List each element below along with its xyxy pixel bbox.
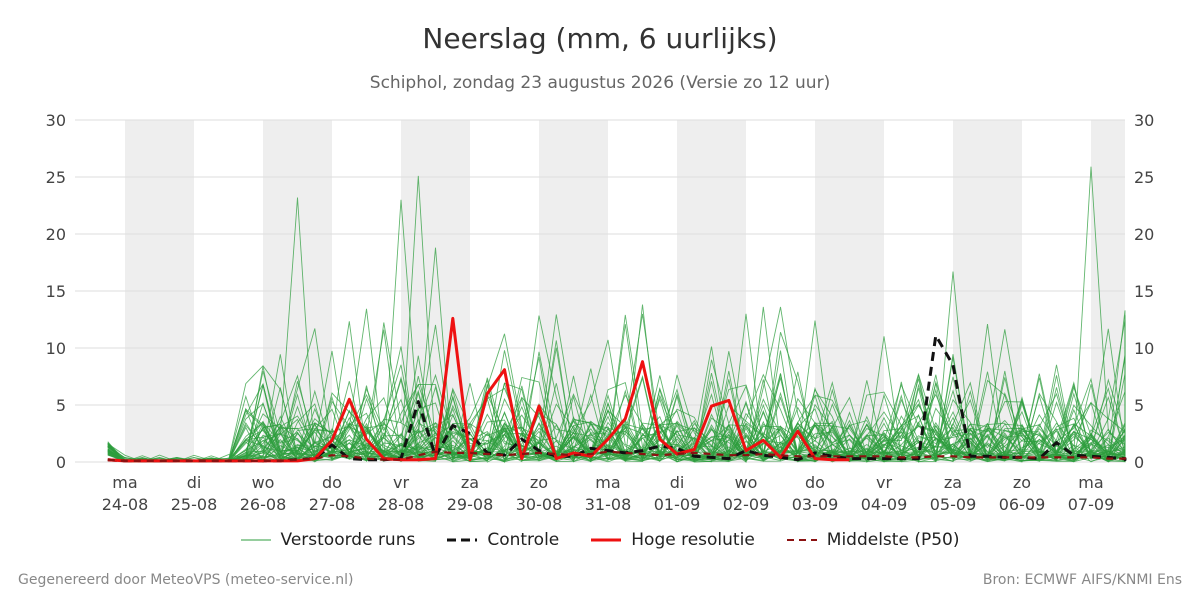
y-tick-label-right: 5 xyxy=(1134,396,1144,415)
x-tick-day: di xyxy=(187,473,202,492)
x-tick-date: 03-09 xyxy=(792,495,839,514)
x-tick-date: 24-08 xyxy=(102,495,149,514)
x-tick-date: 05-09 xyxy=(930,495,977,514)
x-tick-date: 04-09 xyxy=(861,495,908,514)
ensemble-member-line xyxy=(107,310,1126,463)
x-tick-day: za xyxy=(944,473,962,492)
x-tick-day: do xyxy=(805,473,825,492)
legend-label-perturbed: Verstoorde runs xyxy=(280,530,416,550)
legend-label-hires: Hoge resolutie xyxy=(631,530,755,550)
x-tick-day: ma xyxy=(112,473,137,492)
legend-swatch-perturbed xyxy=(240,539,271,541)
legend-swatch-p50 xyxy=(786,539,817,541)
x-tick-day: zo xyxy=(530,473,548,492)
x-tick-date: 07-09 xyxy=(1068,495,1115,514)
y-tick-label-left: 0 xyxy=(56,453,66,472)
x-tick-date: 30-08 xyxy=(516,495,563,514)
x-tick-date: 27-08 xyxy=(309,495,356,514)
x-tick-day: vr xyxy=(876,473,892,492)
y-tick-label-left: 15 xyxy=(46,282,66,301)
x-tick-day: di xyxy=(670,473,685,492)
legend-swatch-hires xyxy=(591,538,622,542)
p50-line xyxy=(107,450,1127,462)
x-tick-day: do xyxy=(322,473,342,492)
y-tick-label-left: 10 xyxy=(46,339,66,358)
legend-swatch-control xyxy=(447,538,478,542)
control-line xyxy=(107,334,1127,463)
y-tick-label-left: 5 xyxy=(56,396,66,415)
legend-item-control[interactable]: Controle xyxy=(447,530,559,550)
y-tick-label-right: 15 xyxy=(1134,282,1154,301)
y-tick-label-right: 20 xyxy=(1134,225,1154,244)
x-tick-date: 01-09 xyxy=(654,495,701,514)
footer-generated-by: Gegenereerd door MeteoVPS (meteo-service… xyxy=(18,572,354,588)
y-tick-label-right: 10 xyxy=(1134,339,1154,358)
chart-legend: Verstoorde runs Controle Hoge resolutie … xyxy=(0,530,1200,550)
x-tick-day: zo xyxy=(1013,473,1031,492)
x-tick-date: 25-08 xyxy=(171,495,218,514)
x-tick-date: 31-08 xyxy=(585,495,632,514)
footer-source: Bron: ECMWF AIFS/KNMI Ens xyxy=(982,572,1182,588)
x-tick-date: 06-09 xyxy=(999,495,1046,514)
legend-label-p50: Middelste (P50) xyxy=(826,530,960,550)
y-tick-label-right: 0 xyxy=(1134,453,1144,472)
y-tick-label-right: 30 xyxy=(1134,111,1154,130)
x-tick-day: wo xyxy=(735,473,758,492)
x-tick-day: wo xyxy=(252,473,275,492)
x-tick-date: 26-08 xyxy=(240,495,287,514)
y-tick-label-left: 25 xyxy=(46,168,66,187)
legend-item-p50[interactable]: Middelste (P50) xyxy=(786,530,960,550)
legend-label-control: Controle xyxy=(487,530,560,550)
ensemble-member-line xyxy=(107,357,1126,463)
x-tick-date: 02-09 xyxy=(723,495,770,514)
x-tick-day: ma xyxy=(595,473,620,492)
chart-subtitle: Schiphol, zondag 23 augustus 2026 (Versi… xyxy=(369,73,831,93)
x-tick-date: 28-08 xyxy=(378,495,425,514)
y-tick-label-left: 30 xyxy=(46,111,66,130)
chart-title: Neerslag (mm, 6 uurlijks) xyxy=(422,22,778,55)
legend-item-perturbed[interactable]: Verstoorde runs xyxy=(240,530,416,550)
y-tick-label-right: 25 xyxy=(1134,168,1154,187)
y-tick-label-left: 20 xyxy=(46,225,66,244)
legend-item-hires[interactable]: Hoge resolutie xyxy=(591,530,755,550)
x-tick-day: ma xyxy=(1078,473,1103,492)
x-tick-day: vr xyxy=(393,473,409,492)
x-tick-day: za xyxy=(461,473,479,492)
x-tick-date: 29-08 xyxy=(447,495,494,514)
